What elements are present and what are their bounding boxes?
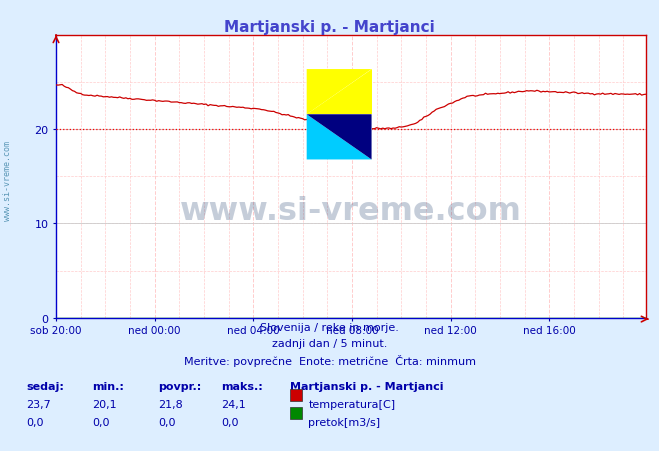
Polygon shape — [306, 70, 372, 115]
Text: 20,1: 20,1 — [92, 399, 117, 409]
Text: 23,7: 23,7 — [26, 399, 51, 409]
Polygon shape — [306, 115, 372, 160]
Polygon shape — [306, 115, 372, 160]
Text: maks.:: maks.: — [221, 381, 262, 391]
Text: Martjanski p. - Martjanci: Martjanski p. - Martjanci — [290, 381, 444, 391]
Text: povpr.:: povpr.: — [158, 381, 202, 391]
Text: Meritve: povprečne  Enote: metrične  Črta: minmum: Meritve: povprečne Enote: metrične Črta:… — [183, 354, 476, 366]
Text: temperatura[C]: temperatura[C] — [308, 399, 395, 409]
Text: Martjanski p. - Martjanci: Martjanski p. - Martjanci — [224, 20, 435, 35]
Text: www.si-vreme.com: www.si-vreme.com — [180, 195, 522, 226]
Text: 0,0: 0,0 — [92, 417, 110, 427]
Text: 21,8: 21,8 — [158, 399, 183, 409]
Text: sedaj:: sedaj: — [26, 381, 64, 391]
Text: 24,1: 24,1 — [221, 399, 246, 409]
Text: 0,0: 0,0 — [26, 417, 44, 427]
Text: 0,0: 0,0 — [221, 417, 239, 427]
Text: Slovenija / reke in morje.: Slovenija / reke in morje. — [260, 322, 399, 332]
Text: zadnji dan / 5 minut.: zadnji dan / 5 minut. — [272, 338, 387, 348]
Text: www.si-vreme.com: www.si-vreme.com — [3, 141, 13, 220]
Polygon shape — [306, 70, 372, 160]
Text: min.:: min.: — [92, 381, 124, 391]
Text: 0,0: 0,0 — [158, 417, 176, 427]
Polygon shape — [306, 70, 372, 115]
Text: pretok[m3/s]: pretok[m3/s] — [308, 417, 380, 427]
